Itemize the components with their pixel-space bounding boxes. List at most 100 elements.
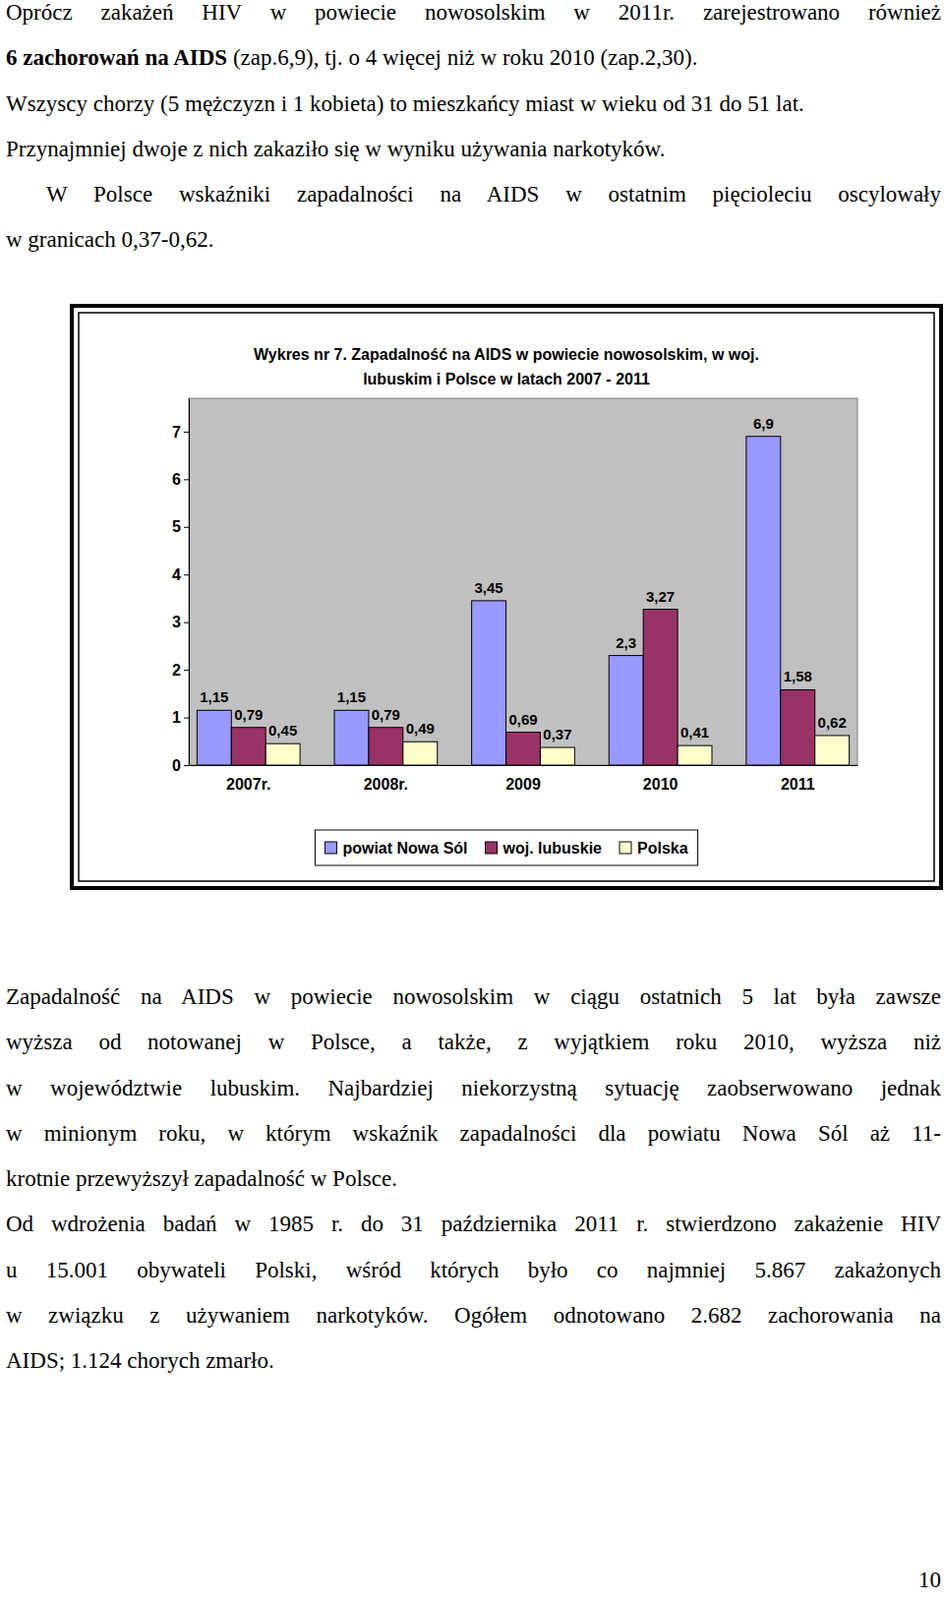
tick-label: 0 (172, 757, 181, 774)
tick-label: 2009 (505, 775, 541, 793)
data-label: 0,37 (542, 725, 572, 743)
bar (403, 741, 438, 766)
chart: Wykres nr 7. Zapadalność na AIDS w powie… (0, 0, 944, 1600)
bar (780, 689, 816, 766)
text-line: Oprócz zakażeń HIV w powiecie nowosolski… (5, 0, 942, 36)
tick-mark (183, 669, 189, 671)
bar (231, 727, 266, 766)
tick: 2008r. (363, 765, 409, 793)
legend-swatch (324, 841, 337, 854)
tick: 0 (172, 757, 189, 774)
chart-frame (71, 305, 942, 888)
bar (539, 747, 575, 766)
data-label: 1,15 (199, 688, 229, 706)
text-block: Oprócz zakażeń HIV w powiecie nowosolski… (5, 0, 942, 264)
legend-label: Polska (637, 839, 689, 857)
tick-label: 2010 (643, 775, 679, 793)
plot-area (188, 398, 858, 766)
tick-mark (183, 622, 189, 624)
tick: 2 (172, 661, 189, 679)
data-label: 0,69 (508, 710, 537, 728)
text-line: Wszyscy chorzy (5 mężczyzn i 1 kobieta) … (5, 81, 942, 127)
bold-text: 6 zachorowań na AIDS (5, 45, 228, 70)
paragraph: W Polsce wskaźniki zapadalności na AIDS … (5, 172, 942, 264)
text-line: w granicach 0,37-0,62. (5, 217, 942, 263)
tick: 2011 (780, 765, 816, 793)
bar (334, 709, 369, 766)
tick-label: 2 (172, 661, 181, 679)
paragraph: Wszyscy chorzy (5 mężczyzn i 1 kobieta) … (5, 81, 942, 127)
tick-mark (183, 765, 189, 767)
text-line: wyższa od notowanej w Polsce, a także, z… (5, 1019, 942, 1065)
bars (196, 436, 849, 766)
axis-line (189, 765, 859, 767)
legend: powiat Nowa Sólwoj. lubuskiePolska (314, 829, 698, 866)
legend-label: woj. lubuskie (502, 839, 603, 857)
tick: 5 (172, 518, 189, 535)
bar (472, 600, 507, 766)
data-label: 0,49 (406, 719, 435, 737)
paragraph: Od wdrożenia badań w 1985 r. do 31 paźdz… (5, 1201, 942, 1384)
text-line: AIDS; 1.124 chorych zmarło. (5, 1338, 942, 1384)
tick-label: 3 (172, 613, 181, 631)
tick: 3 (172, 613, 189, 631)
text-block: Zapadalność na AIDS w powiecie nowosolsk… (5, 974, 942, 1385)
legend-swatch (485, 841, 498, 854)
tick-mark (183, 478, 189, 480)
tick-label: 2011 (780, 775, 816, 793)
bar (677, 745, 712, 766)
bar (746, 436, 781, 766)
text-line: 6 zachorowań na AIDS (zap.6,9), tj. o 4 … (5, 35, 942, 81)
axis-line (188, 399, 190, 767)
data-label: 1,58 (783, 667, 813, 685)
bar (265, 743, 300, 766)
data-label: 0,45 (268, 721, 297, 739)
title-line: lubuskim i Polsce w latach 2007 - 2011 (362, 370, 650, 388)
data-label: 3,45 (473, 579, 503, 596)
chart-frame-inner (78, 312, 935, 882)
data-labels: 1,151,153,452,36,90,790,790,693,271,580,… (199, 414, 847, 743)
bar (196, 709, 232, 766)
bar (608, 655, 644, 766)
tick: 2007r. (226, 765, 271, 793)
page-number: 10 (918, 1567, 942, 1593)
text-line: w związku z używaniem narkotyków. Ogółem… (5, 1293, 942, 1339)
text-line: Zapadalność na AIDS w powiecie nowosolsk… (5, 974, 942, 1020)
data-label: 0,41 (680, 723, 709, 741)
tick: 7 (172, 423, 189, 441)
legend-swatch (619, 841, 632, 854)
text-line: Przynajmniej dwoje z nich zakaziło się w… (5, 126, 942, 173)
paragraph: Oprócz zakażeń HIV w powiecie nowosolski… (5, 0, 942, 82)
text-line: W Polsce wskaźniki zapadalności na AIDS … (5, 172, 942, 218)
data-label: 3,27 (646, 588, 675, 605)
legend-box (314, 829, 698, 866)
paragraph: Przynajmniej dwoje z nich zakaziło się w… (5, 126, 942, 173)
tick-label: 2007r. (226, 775, 271, 793)
tick: 1 (172, 708, 189, 726)
tick: 2009 (505, 765, 541, 793)
data-label: 0,79 (234, 706, 263, 723)
paragraph: Zapadalność na AIDS w powiecie nowosolsk… (5, 974, 942, 1202)
tick-label: 4 (172, 566, 181, 584)
chart-title: Wykres nr 7. Zapadalność na AIDS w powie… (253, 346, 760, 388)
tick: 6 (172, 471, 189, 488)
text-line: w województwie lubuskim. Najbardziej nie… (5, 1065, 942, 1112)
data-label: 6,9 (753, 414, 774, 432)
tick-mark (183, 431, 189, 433)
text-line: krotnie przewyższył zapadalność w Polsce… (5, 1156, 942, 1202)
page: Oprócz zakażeń HIV w powiecie nowosolski… (0, 0, 944, 1600)
y-axis: 0 1 2 3 4 5 6 7 (172, 399, 189, 774)
text: (zap.6,9), tj. o 4 więcej niż w roku 201… (227, 45, 698, 70)
tick-label: 7 (172, 423, 181, 441)
tick-mark (183, 574, 189, 576)
tick-label: 1 (172, 708, 181, 726)
tick-label: 2008r. (363, 775, 409, 793)
tick: 2010 (643, 765, 679, 793)
data-label: 2,3 (615, 634, 637, 651)
tick-label: 6 (172, 471, 181, 488)
text-line: u 15.001 obywateli Polski, wśród których… (5, 1247, 942, 1294)
data-label: 1,15 (337, 688, 366, 706)
bar (643, 609, 678, 766)
x-axis: 2007r. 2008r. 2009 2010 2011 (189, 765, 859, 793)
bar (368, 727, 404, 766)
